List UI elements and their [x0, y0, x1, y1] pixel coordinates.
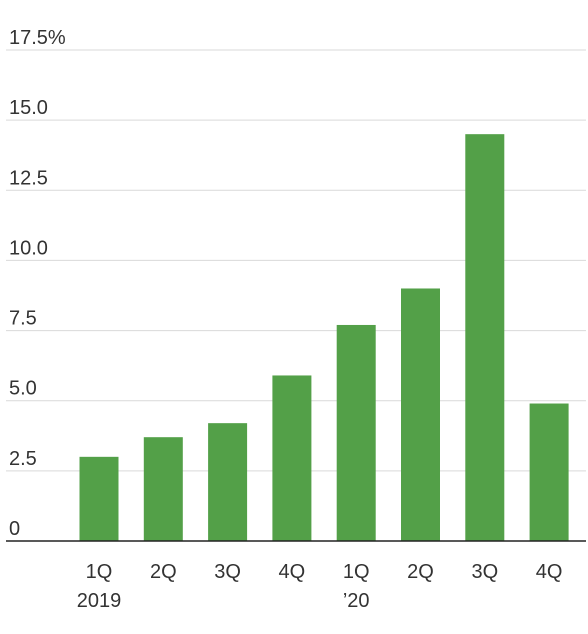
bar: [208, 423, 248, 541]
bar: [465, 134, 505, 541]
x-tick-label: 2Q: [150, 561, 177, 583]
x-tick-sublabel: 2019: [77, 590, 122, 612]
x-tick-label: 4Q: [279, 561, 306, 583]
x-tick-label: 4Q: [536, 561, 563, 583]
bars: [79, 134, 569, 541]
x-tick-label: 2Q: [407, 561, 434, 583]
bar: [529, 403, 569, 541]
y-tick-label: 10.0: [9, 237, 48, 259]
bar: [401, 288, 440, 541]
y-tick-label: 15.0: [9, 97, 48, 119]
x-tick-label: 3Q: [214, 561, 241, 583]
y-tick-label: 17.5%: [9, 27, 66, 49]
x-tick-sublabel: ’20: [343, 590, 370, 612]
y-tick-label: 7.5: [9, 308, 37, 330]
y-tick-label: 0: [9, 518, 20, 540]
y-tick-label: 12.5: [9, 167, 48, 189]
y-tick-label: 2.5: [9, 448, 37, 470]
x-axis-labels: 1Q 2019 2Q 3Q 4Q 1Q ’20 2Q 3Q 4Q: [77, 561, 563, 612]
bar: [143, 437, 183, 541]
y-tick-label: 5.0: [9, 378, 37, 400]
x-tick-label: 3Q: [471, 561, 498, 583]
y-axis-labels: 0 2.5 5.0 7.5 10.0 12.5 15.0 17.5%: [9, 27, 66, 540]
bar: [272, 375, 312, 541]
bar: [336, 324, 376, 541]
gridlines: [6, 49, 586, 472]
x-tick-label: 1Q: [343, 561, 370, 583]
x-tick-label: 1Q: [86, 561, 113, 583]
bar: [79, 456, 119, 541]
